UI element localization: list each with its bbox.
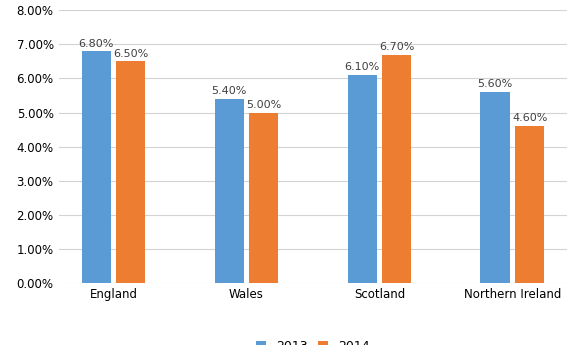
- Text: 4.60%: 4.60%: [512, 114, 548, 124]
- Bar: [116, 61, 146, 283]
- Text: 5.00%: 5.00%: [246, 100, 281, 110]
- Text: 5.60%: 5.60%: [477, 79, 512, 89]
- Bar: [515, 126, 544, 283]
- Bar: [215, 99, 244, 283]
- Text: 5.40%: 5.40%: [212, 86, 247, 96]
- Text: 6.10%: 6.10%: [345, 62, 380, 72]
- Text: 6.80%: 6.80%: [78, 39, 114, 49]
- Legend: 2013, 2014: 2013, 2014: [256, 340, 370, 345]
- Bar: [347, 75, 377, 283]
- Text: 6.70%: 6.70%: [379, 42, 414, 52]
- Bar: [249, 112, 278, 283]
- Bar: [82, 51, 111, 283]
- Text: 6.50%: 6.50%: [113, 49, 149, 59]
- Bar: [382, 55, 411, 283]
- Bar: [480, 92, 510, 283]
